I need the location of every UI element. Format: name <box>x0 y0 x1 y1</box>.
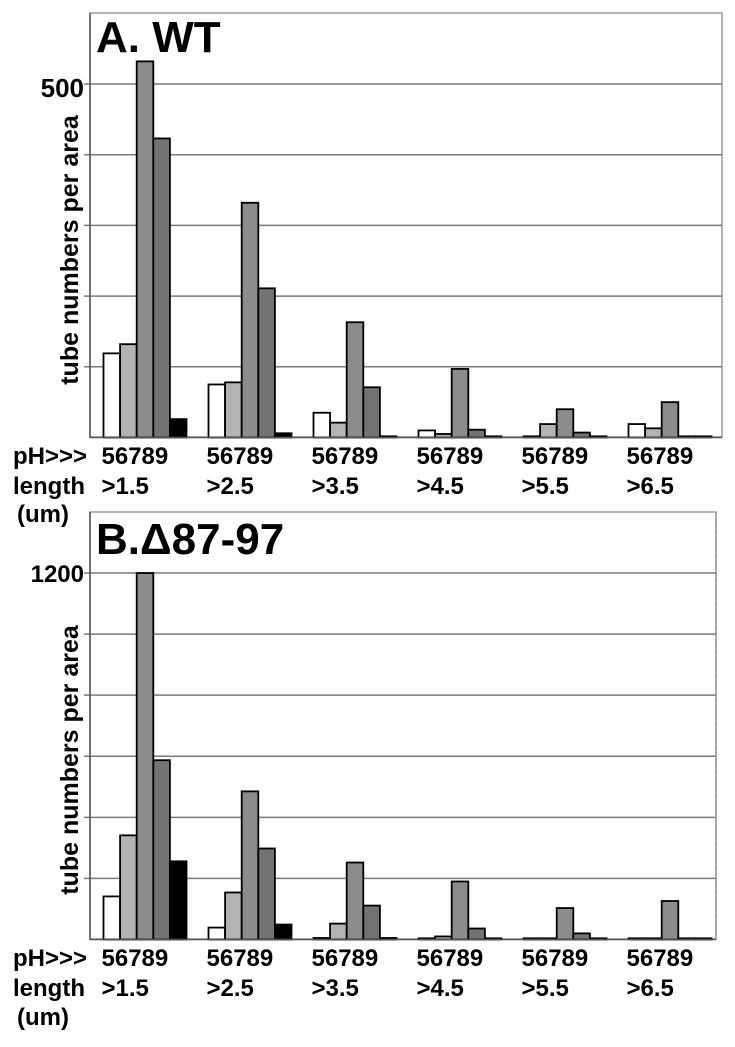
panel-a-bars <box>102 60 713 439</box>
panel-b-ph-row-label: pH>>> <box>13 945 87 972</box>
length-tick-label: >6.5 <box>627 975 674 1002</box>
panel-b-gridlines <box>84 572 716 880</box>
ph-tick-label: 56789 <box>522 945 589 972</box>
bar-ph6 <box>539 423 558 439</box>
bar-ph5 <box>207 926 227 941</box>
ph-tick-label: 56789 <box>102 945 169 972</box>
length-tick-label: >4.5 <box>417 473 464 500</box>
ph-tick-label: 56789 <box>207 945 274 972</box>
bar-ph7 <box>345 861 365 941</box>
bar-group-gt3.5 <box>312 321 398 439</box>
ph-tick-label: 56789 <box>102 443 169 470</box>
length-tick-label: >1.5 <box>102 975 149 1002</box>
bar-ph7 <box>345 321 365 439</box>
bar-ph8 <box>257 287 276 439</box>
panel-a-title: A. WT <box>96 13 221 62</box>
bar-ph8 <box>467 927 486 941</box>
bar-ph7 <box>240 790 260 941</box>
bar-group-gt2.5 <box>207 201 293 439</box>
panel-b-y-tick-1200: 1200 <box>31 561 84 588</box>
length-tick-label: >3.5 <box>312 975 359 1002</box>
bar-group-gt2.5 <box>207 790 293 941</box>
panel-a-length-unit: (um) <box>17 501 69 528</box>
bar-ph7 <box>660 401 680 439</box>
bar-ph7 <box>135 572 155 941</box>
bar-ph6 <box>329 922 348 941</box>
panel-b-title: B.Δ87-97 <box>96 515 284 564</box>
bar-group-gt1.5 <box>102 60 188 439</box>
bar-ph7 <box>450 880 470 941</box>
panel-b-y-axis-label: tube numbers per area <box>56 624 84 895</box>
panel-a-ph-row-label: pH>>> <box>13 443 87 470</box>
ph-tick-label: 56789 <box>312 443 379 470</box>
bar-ph5 <box>627 423 647 439</box>
ph-tick-label: 56789 <box>417 945 484 972</box>
bar-ph7 <box>555 408 575 439</box>
bar-ph6 <box>644 427 663 439</box>
panel-b-ph-ticks: 56789 56789 56789 56789 56789 56789 <box>102 945 694 972</box>
bar-ph8 <box>467 428 486 439</box>
length-tick-label: >6.5 <box>627 473 674 500</box>
ph-tick-label: 56789 <box>417 443 484 470</box>
bar-group-gt4.5 <box>417 368 503 439</box>
ph-tick-label: 56789 <box>627 443 694 470</box>
bar-ph8 <box>152 137 171 439</box>
bar-ph9 <box>168 860 188 941</box>
panel-b-length-row-label: length <box>13 975 85 1002</box>
bar-ph7 <box>555 907 575 941</box>
bar-group-gt6.5 <box>627 401 713 439</box>
bar-group-gt5.5 <box>522 907 608 941</box>
bar-ph8 <box>362 386 381 439</box>
panel-a-y-axis-label: tube numbers per area <box>56 114 84 385</box>
panel-b-bars <box>102 572 713 941</box>
bar-ph7 <box>135 60 155 439</box>
bar-ph6 <box>329 421 348 439</box>
length-tick-label: >3.5 <box>312 473 359 500</box>
bar-group-gt1.5 <box>102 572 188 941</box>
panel-b-length-ticks: >1.5 >2.5 >3.5 >4.5 >5.5 >6.5 <box>102 975 674 1002</box>
bar-ph6 <box>119 834 138 941</box>
bar-ph6 <box>119 343 138 439</box>
ph-tick-label: 56789 <box>522 443 589 470</box>
bar-ph8 <box>362 904 381 941</box>
ph-tick-label: 56789 <box>207 443 274 470</box>
bar-ph8 <box>572 932 591 941</box>
bar-ph8 <box>257 847 276 941</box>
length-tick-label: >4.5 <box>417 975 464 1002</box>
ph-tick-label: 56789 <box>312 945 379 972</box>
bar-ph7 <box>660 900 680 941</box>
bar-ph7 <box>450 368 470 439</box>
bar-ph5 <box>417 429 437 439</box>
bar-ph8 <box>152 759 171 941</box>
panel-a-length-ticks: >1.5 >2.5 >3.5 >4.5 >5.5 >6.5 <box>102 473 674 500</box>
length-tick-label: >1.5 <box>102 473 149 500</box>
panel-a-ph-ticks: 56789 56789 56789 56789 56789 56789 <box>102 443 694 470</box>
panel-b-length-unit: (um) <box>17 1004 69 1031</box>
bar-ph6 <box>224 891 243 941</box>
panel-a-wt: A. WT 500 tube numbers per area pH>>> 56… <box>13 12 723 528</box>
length-tick-label: >5.5 <box>522 473 569 500</box>
bar-group-gt5.5 <box>522 408 608 439</box>
bar-ph5 <box>312 411 332 439</box>
bar-group-gt6.5 <box>627 900 713 941</box>
bar-ph5 <box>102 895 122 941</box>
bar-ph9 <box>273 923 293 941</box>
bar-group-gt4.5 <box>417 880 503 941</box>
length-tick-label: >5.5 <box>522 975 569 1002</box>
bar-group-gt3.5 <box>312 861 398 941</box>
panel-a-length-row-label: length <box>13 473 85 500</box>
length-tick-label: >2.5 <box>207 473 254 500</box>
bar-ph7 <box>240 201 260 439</box>
panel-a-y-tick-500: 500 <box>41 73 84 103</box>
panel-a-gridlines <box>84 83 722 368</box>
bar-ph5 <box>207 383 227 439</box>
bar-ph9 <box>168 418 188 439</box>
ph-tick-label: 56789 <box>627 945 694 972</box>
bar-ph5 <box>102 352 122 439</box>
bar-ph6 <box>224 381 243 439</box>
length-tick-label: >2.5 <box>207 975 254 1002</box>
panel-b-delta87-97: B.Δ87-97 1200 tube numbers per area pH>>… <box>13 511 717 1031</box>
